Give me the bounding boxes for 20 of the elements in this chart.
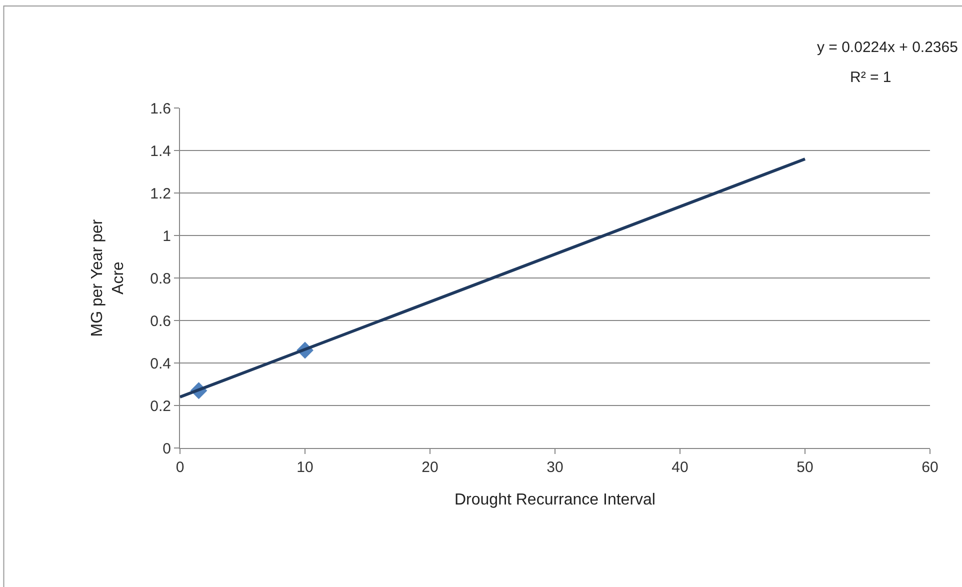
- y-tick-label: 1.6: [150, 100, 171, 118]
- x-tick-label: 30: [546, 459, 564, 476]
- text: y = 0.0224x + 0.2365: [817, 39, 958, 56]
- x-tick-label: 0: [176, 459, 184, 476]
- y-tick-label: 0.6: [150, 312, 171, 330]
- y-tick-label: 0.8: [150, 270, 171, 288]
- x-tick-label: 60: [922, 459, 938, 476]
- x-tick-label: 10: [296, 459, 314, 476]
- y-tick-label: 1: [162, 228, 171, 245]
- y-axis-title: MG per Year per Acre: [89, 218, 128, 337]
- x-tick-label: 40: [672, 459, 688, 476]
- text: R² = 1: [850, 69, 892, 86]
- y-tick-label: 0: [162, 440, 171, 458]
- x-axis-title: Drought Recurrance Interval: [454, 492, 656, 509]
- x-tick-label: 50: [796, 459, 814, 476]
- y-tick-label: 1.2: [150, 185, 171, 202]
- x-tick-label: 20: [422, 459, 438, 476]
- y-tick-label: 0.2: [150, 398, 171, 415]
- y-tick-label: 0.4: [150, 355, 171, 372]
- y-tick-label: 1.4: [150, 142, 171, 160]
